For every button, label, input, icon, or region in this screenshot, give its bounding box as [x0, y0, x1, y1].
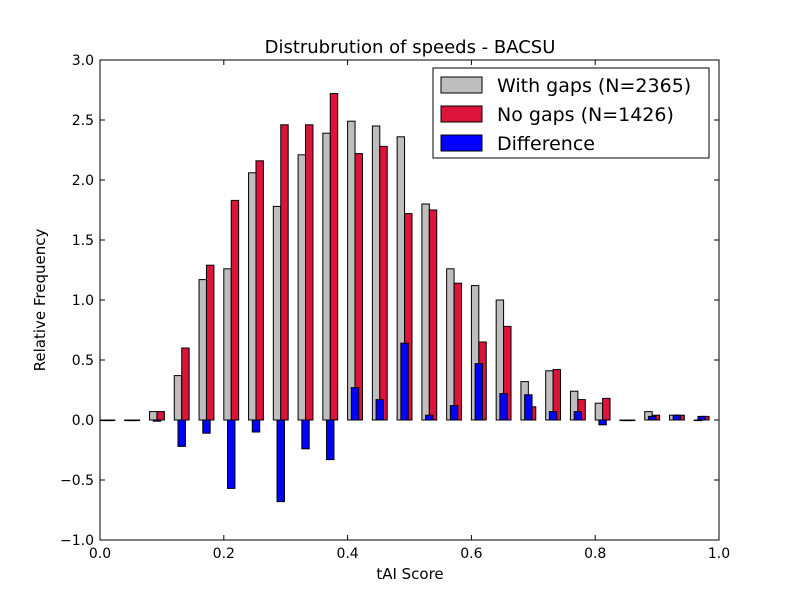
bar-difference-9: [326, 419, 335, 461]
bar-difference-10: [350, 387, 360, 421]
bar-with-gaps-4: [198, 279, 207, 421]
bar-with-gaps-14: [446, 268, 455, 421]
bar-with-gaps-6: [248, 172, 257, 421]
x-tick-label: 0.2: [213, 546, 235, 562]
bar-no-gaps-13: [428, 209, 438, 421]
legend-swatch: [440, 105, 483, 123]
bar-with-gaps-13: [421, 203, 430, 421]
legend-swatch: [440, 76, 483, 94]
bar-no-gaps-2: [156, 411, 165, 421]
bar-no-gaps-3: [181, 347, 190, 421]
bar-difference-19: [573, 411, 583, 421]
bar-with-gaps-3: [173, 375, 183, 421]
legend-entry: Difference: [497, 133, 595, 155]
bar-difference-13: [425, 414, 434, 421]
y-tick-label: −0.5: [60, 473, 94, 489]
bar-difference-1: [127, 419, 137, 422]
bar-no-gaps-14: [453, 282, 463, 421]
bar-difference-22: [647, 415, 657, 421]
y-tick-label: −1.0: [60, 533, 94, 549]
x-tick-label: 0.8: [584, 546, 606, 562]
bar-with-gaps-5: [223, 268, 232, 421]
x-tick-label: 0.0: [89, 546, 111, 562]
bar-no-gaps-6: [255, 160, 264, 421]
bar-no-gaps-20: [602, 397, 611, 421]
bar-difference-17: [524, 394, 533, 421]
plot-area: [99, 93, 710, 503]
y-axis-label: Relative Frequency: [31, 229, 49, 372]
axes: 0.0 0.2 0.4 0.6 0.8 1.0 −1.0 −0.5 0.0 0.5 1.0 1.5 2.…: [60, 53, 730, 562]
y-tick-label: 1.0: [72, 293, 94, 309]
bar-with-gaps-10: [347, 120, 356, 421]
legend: With gaps (N=2365) No gaps (N=1426) Differ…: [432, 67, 710, 159]
bar-difference-12: [400, 342, 409, 421]
y-tick-label: 3.0: [72, 53, 94, 69]
bar-with-gaps-11: [371, 125, 381, 421]
bar-no-gaps-4: [205, 264, 215, 421]
y-tick-label: 0.5: [72, 353, 94, 369]
bar-difference-3: [177, 419, 186, 447]
bar-difference-20: [598, 419, 607, 426]
bar-difference-24: [697, 415, 706, 421]
bar-difference-5: [227, 419, 236, 489]
y-tick-label: 2.5: [72, 113, 94, 129]
bar-with-gaps-9: [322, 132, 331, 421]
bar-no-gaps-11: [379, 145, 388, 421]
bar-with-gaps-2: [149, 411, 158, 421]
bar-no-gaps-9: [329, 93, 339, 421]
bar-difference-16: [499, 393, 508, 421]
y-tick-label: 1.5: [72, 233, 94, 249]
bar-difference-14: [449, 405, 459, 421]
bar-difference-2: [152, 419, 162, 422]
x-tick-label: 0.4: [336, 546, 358, 562]
bar-difference-18: [548, 411, 558, 421]
y-tick-label: 0.0: [72, 413, 94, 429]
bar-with-gaps-8: [297, 154, 307, 421]
bar-with-gaps-20: [594, 402, 604, 421]
bar-no-gaps-5: [230, 199, 240, 421]
bar-no-gaps-8: [305, 124, 314, 421]
bar-difference-8: [301, 419, 310, 450]
bar-difference-4: [202, 419, 211, 434]
y-tick-label: 2.0: [72, 173, 94, 189]
bar-difference-21: [623, 419, 632, 422]
bar-with-gaps-7: [272, 205, 282, 421]
bar-difference-15: [474, 363, 484, 421]
bar-difference-7: [276, 419, 285, 503]
x-tick-label: 1.0: [708, 546, 730, 562]
x-axis-label: tAI Score: [376, 565, 443, 583]
legend-entry: With gaps (N=2365): [497, 75, 691, 97]
bar-no-gaps-7: [280, 124, 289, 421]
legend-entry: No gaps (N=1426): [497, 104, 674, 126]
legend-swatch: [440, 134, 483, 152]
chart-title: Distrubrution of speeds - BACSU: [265, 37, 556, 58]
bar-difference-6: [251, 419, 261, 433]
bar-no-gaps-10: [354, 153, 363, 421]
x-tick-label: 0.6: [460, 546, 482, 562]
bar-difference-23: [672, 414, 682, 421]
bar-difference-11: [375, 399, 385, 421]
